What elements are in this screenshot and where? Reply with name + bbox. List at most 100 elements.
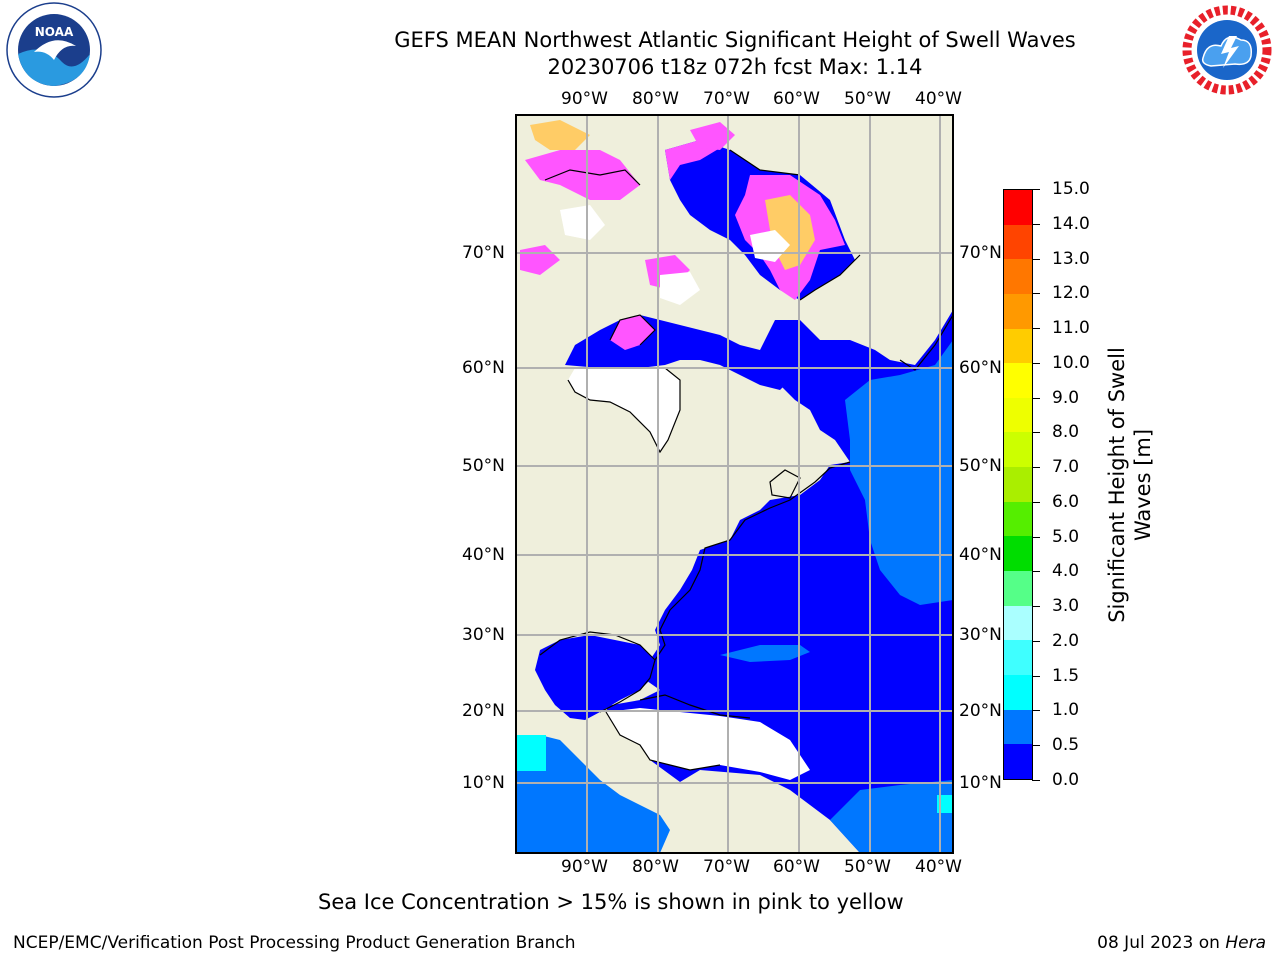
- colorbar-segment: [1004, 709, 1032, 745]
- swell-mid-east: [845, 340, 953, 605]
- lat-label-right: 10°N: [959, 773, 1002, 793]
- colorbar-segment: [1004, 674, 1032, 710]
- chart-title: GEFS MEAN Northwest Atlantic Significant…: [394, 28, 1076, 52]
- lat-label-right: 50°N: [959, 456, 1002, 476]
- colorbar-tick-label: 3.0: [1052, 596, 1080, 617]
- colorbar-tick-label: 1.0: [1052, 700, 1080, 721]
- colorbar-tick-label: 2.0: [1052, 630, 1080, 651]
- gulf-ocean: [535, 635, 655, 720]
- hudson-nodata: [568, 368, 680, 452]
- footer-credit: NCEP/EMC/Verification Post Processing Pr…: [13, 933, 576, 953]
- colorbar-tickmark: [1032, 745, 1040, 747]
- colorbar-segment: [1004, 190, 1032, 225]
- colorbar-tickmark: [1032, 606, 1040, 608]
- colorbar-tick-label: 5.0: [1052, 526, 1080, 547]
- colorbar-segment: [1004, 501, 1032, 537]
- chart-subtitle: 20230706 t18z 072h fcst Max: 1.14: [547, 55, 923, 79]
- colorbar: [1003, 189, 1033, 780]
- colorbar-tick-label: 10.0: [1052, 352, 1090, 373]
- lon-label-bottom: 60°W: [773, 857, 820, 877]
- colorbar-tickmark: [1032, 258, 1040, 260]
- colorbar-segment: [1004, 467, 1032, 502]
- sea-ice-note: Sea Ice Concentration > 15% is shown in …: [318, 890, 904, 914]
- pacific-ocean: [516, 735, 670, 853]
- sea-ice-baffin: [665, 140, 720, 180]
- colorbar-tickmark: [1032, 710, 1040, 712]
- colorbar-tick-label: 13.0: [1052, 248, 1090, 269]
- colorbar-tickmark: [1032, 536, 1040, 538]
- lon-label-top: 60°W: [773, 89, 820, 109]
- colorbar-tickmark: [1032, 362, 1040, 364]
- colorbar-tick-label: 0.5: [1052, 735, 1080, 756]
- arctic-nodata-2: [660, 272, 700, 305]
- colorbar-label: Significant Height of Swell Waves [m]: [1105, 347, 1155, 623]
- lon-label-top: 50°W: [844, 89, 891, 109]
- colorbar-tick-label: 4.0: [1052, 561, 1080, 582]
- lon-label-bottom: 80°W: [632, 857, 679, 877]
- colorbar-tickmark: [1032, 223, 1040, 225]
- lat-label-left: 30°N: [462, 625, 505, 645]
- colorbar-tick-label: 7.0: [1052, 457, 1080, 478]
- colorbar-tick-label: 1.5: [1052, 665, 1080, 686]
- lon-label-bottom: 50°W: [844, 857, 891, 877]
- colorbar-tickmark: [1032, 640, 1040, 642]
- sea-ice-north: [690, 122, 735, 150]
- colorbar-tick-label: 12.0: [1052, 283, 1090, 304]
- nws-logo: [1177, 2, 1277, 106]
- colorbar-tickmark: [1032, 293, 1040, 295]
- swell-mid-southeast: [830, 780, 953, 853]
- colorbar-segment: [1004, 536, 1032, 572]
- lon-label-top: 90°W: [561, 89, 608, 109]
- colorbar-segment: [1004, 363, 1032, 398]
- colorbar-segment: [1004, 571, 1032, 606]
- colorbar-tickmark: [1032, 571, 1040, 573]
- colorbar-tickmark: [1032, 467, 1040, 469]
- sea-ice-arctic: [525, 150, 640, 200]
- lon-label-top: 80°W: [632, 89, 679, 109]
- colorbar-tick-label: 14.0: [1052, 213, 1090, 234]
- lat-label-left: 20°N: [462, 701, 505, 721]
- colorbar-tickmark: [1032, 328, 1040, 330]
- colorbar-segment: [1004, 293, 1032, 329]
- sea-ice-arctic-2: [530, 120, 590, 150]
- map-frame: [515, 114, 954, 854]
- colorbar-segment: [1004, 259, 1032, 294]
- colorbar-segment: [1004, 605, 1032, 641]
- lon-label-bottom: 90°W: [561, 857, 608, 877]
- colorbar-tickmark: [1032, 501, 1040, 503]
- pacific-cyan: [516, 735, 546, 771]
- colorbar-tickmark: [1032, 397, 1040, 399]
- colorbar-tick-label: 8.0: [1052, 422, 1080, 443]
- swell-mid-band: [720, 645, 810, 662]
- lon-label-bottom: 40°W: [915, 857, 962, 877]
- lat-label-right: 40°N: [959, 545, 1002, 565]
- colorbar-tick-label: 11.0: [1052, 318, 1090, 339]
- lat-label-left: 60°N: [462, 358, 505, 378]
- graticule: [516, 115, 953, 853]
- colorbar-tick-label: 15.0: [1052, 179, 1090, 199]
- colorbar-segment: [1004, 640, 1032, 675]
- colorbar-segment: [1004, 328, 1032, 364]
- colorbar-segment: [1004, 432, 1032, 468]
- lat-label-right: 30°N: [959, 625, 1002, 645]
- colorbar-tickmark: [1032, 189, 1040, 190]
- lat-label-right: 60°N: [959, 358, 1002, 378]
- lat-label-left: 10°N: [462, 773, 505, 793]
- colorbar-tick-label: 6.0: [1052, 491, 1080, 512]
- lon-label-bottom: 70°W: [703, 857, 750, 877]
- lon-label-top: 70°W: [703, 89, 750, 109]
- colorbar-segment: [1004, 744, 1032, 779]
- footer-machine: Hera: [1225, 933, 1266, 953]
- colorbar-tickmark: [1032, 675, 1040, 677]
- colorbar-tick-label: 9.0: [1052, 387, 1080, 408]
- lat-label-left: 40°N: [462, 545, 505, 565]
- colorbar-segment: [1004, 224, 1032, 260]
- noaa-logo: NOAA: [4, 2, 104, 106]
- svg-text:NOAA: NOAA: [35, 25, 74, 39]
- colorbar-tickmark: [1032, 432, 1040, 434]
- lat-label-left: 70°N: [462, 243, 505, 263]
- arctic-nodata: [560, 205, 605, 240]
- colorbar-tickmark: [1032, 780, 1040, 781]
- colorbar-segment: [1004, 397, 1032, 433]
